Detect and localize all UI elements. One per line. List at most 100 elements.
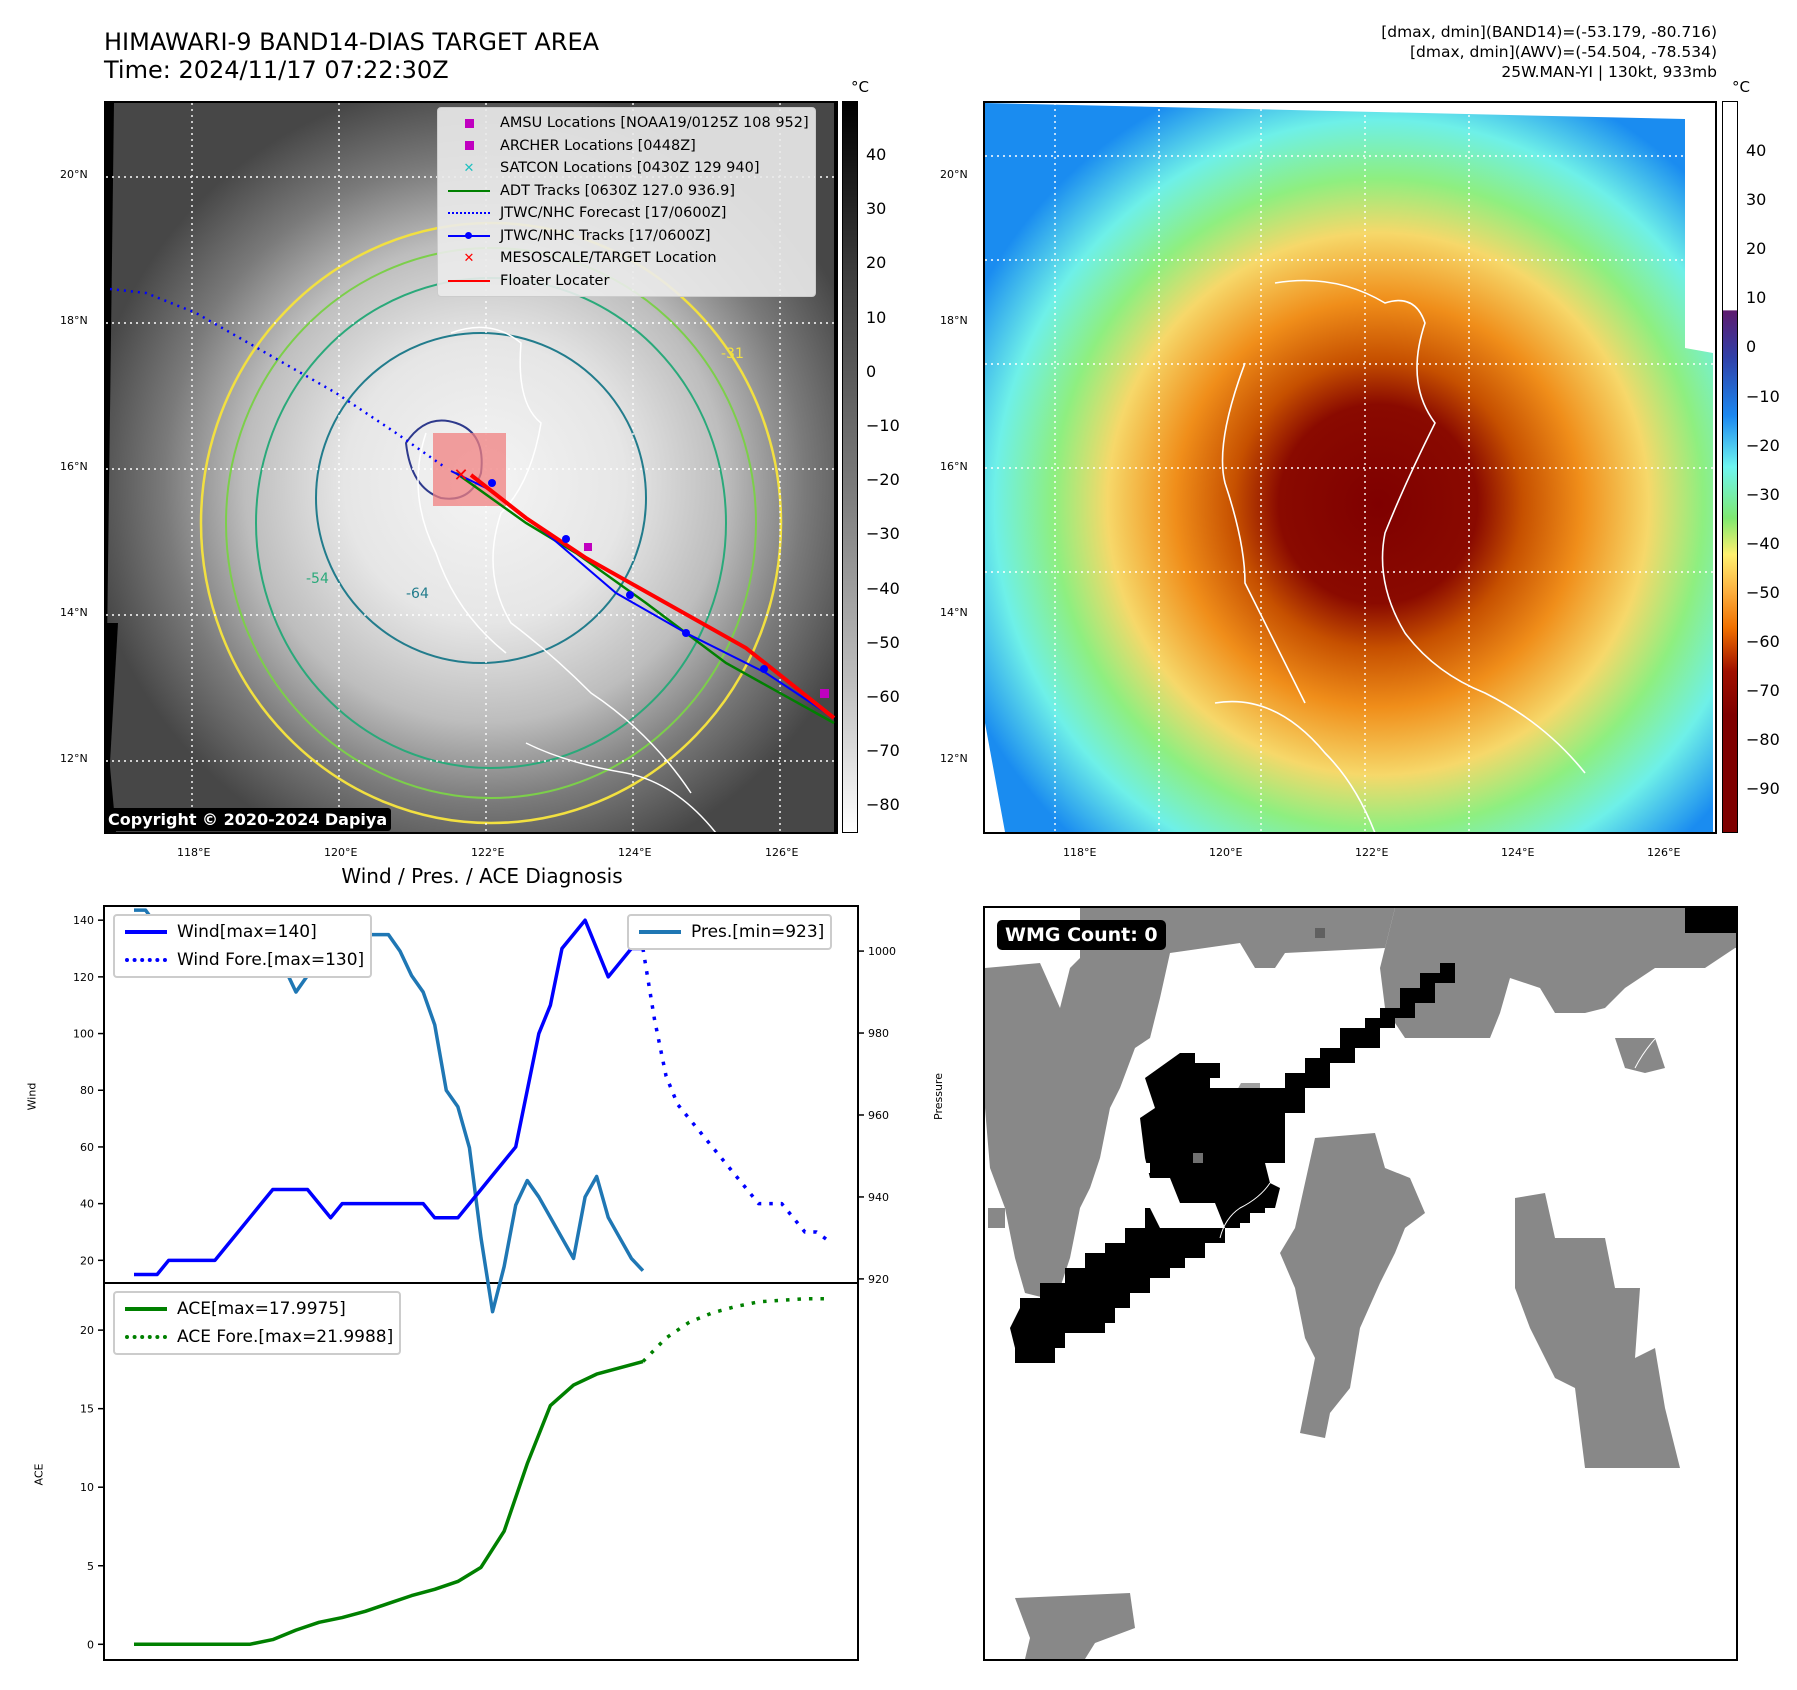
gridlines bbox=[985, 103, 1715, 832]
lon-tick: 126°E bbox=[1647, 846, 1681, 859]
wmg-panel bbox=[983, 906, 1738, 1661]
colorbar-tick: 30 bbox=[1746, 190, 1767, 210]
square-marker-icon bbox=[444, 138, 494, 154]
ace-tick-label: 0 bbox=[87, 1638, 94, 1651]
line-icon bbox=[121, 924, 171, 940]
floater-track bbox=[469, 473, 836, 720]
lon-tick: 122°E bbox=[471, 846, 505, 859]
ace-line bbox=[134, 1359, 644, 1647]
legend-item-amsu: AMSU Locations [NOAA19/0125Z 108 952] bbox=[444, 112, 809, 135]
contour-label: -54 bbox=[306, 571, 329, 587]
lon-tick: 120°E bbox=[324, 846, 358, 859]
lat-tick: 20°N bbox=[940, 168, 968, 181]
pressure-tick-label: 920 bbox=[868, 1273, 889, 1286]
info-line-3: 25W.MAN-YI | 130kt, 933mb bbox=[1501, 63, 1717, 81]
legend-item-wind-forecast: Wind Fore.[max=130] bbox=[121, 946, 364, 974]
legend-item-jtwc-forecast: JTWC/NHC Forecast [17/0600Z] bbox=[444, 202, 809, 225]
jtwc-track-point bbox=[682, 629, 690, 637]
line-dot-icon bbox=[444, 228, 494, 244]
lat-tick: 16°N bbox=[60, 460, 88, 473]
amsu-marker bbox=[584, 543, 592, 551]
colorbar-tick: 0 bbox=[866, 361, 877, 381]
wind-forecast-line bbox=[641, 948, 830, 1242]
ace-forecast-line bbox=[641, 1296, 828, 1363]
pressure-tick-label: 980 bbox=[868, 1027, 889, 1040]
map-legend: AMSU Locations [NOAA19/0125Z 108 952] AR… bbox=[437, 107, 816, 297]
legend-item-pressure: Pres.[min=923] bbox=[635, 918, 824, 946]
colorbar-tick: 10 bbox=[1746, 288, 1767, 308]
title-line-2: Time: 2024/11/17 07:22:30Z bbox=[104, 56, 449, 84]
color-satellite-swath bbox=[985, 103, 1713, 832]
x-marker-icon: ✕ bbox=[463, 160, 475, 176]
jtwc-track-point bbox=[488, 479, 496, 487]
lat-tick: 12°N bbox=[940, 752, 968, 765]
color-colorbar bbox=[1722, 101, 1738, 833]
lat-tick: 14°N bbox=[940, 606, 968, 619]
legend-item-adt: ADT Tracks [0630Z 127.0 936.9] bbox=[444, 180, 809, 203]
lon-tick: 124°E bbox=[1501, 846, 1535, 859]
lat-tick: 20°N bbox=[60, 168, 88, 181]
colorbar-tick: −10 bbox=[866, 416, 900, 435]
colorbar-tick: 40 bbox=[1746, 141, 1767, 160]
colorbar-tick: −90 bbox=[1746, 779, 1780, 799]
copyright-label: Copyright © 2020-2024 Dapiya bbox=[104, 808, 392, 831]
diagnosis-title: Wind / Pres. / ACE Diagnosis bbox=[341, 864, 623, 888]
legend-item-mesoscale: ✕ MESOSCALE/TARGET Location bbox=[444, 247, 809, 270]
grayscale-ir-map: ✕ -31 -54 -64 AMSU Locations [NOAA19/012… bbox=[104, 101, 838, 834]
line-icon bbox=[444, 183, 494, 199]
lon-tick: 126°E bbox=[765, 846, 799, 859]
grayscale-colorbar bbox=[842, 101, 858, 833]
colorbar-tick: −80 bbox=[866, 795, 900, 815]
wmg-gray-regions bbox=[985, 908, 1736, 1659]
wind-tick-label: 40 bbox=[80, 1198, 94, 1211]
colorbar-tick: −60 bbox=[1746, 632, 1780, 651]
color-map-svg bbox=[985, 103, 1715, 832]
ace-legend: ACE[max=17.9975] ACE Fore.[max=21.9988] bbox=[113, 1291, 402, 1355]
ace-tick-label: 15 bbox=[80, 1403, 94, 1416]
colorbar-tick: −70 bbox=[866, 741, 900, 761]
square-marker-icon bbox=[444, 115, 494, 131]
colorbar-tick: 40 bbox=[866, 145, 887, 164]
lat-tick: 14°N bbox=[60, 606, 88, 619]
lat-tick: 18°N bbox=[940, 314, 968, 327]
coastline bbox=[1219, 987, 1686, 1239]
pressure-axis-label: Pressure bbox=[931, 1073, 945, 1120]
info-line-1: [dmax, dmin](BAND14)=(-53.179, -80.716) bbox=[1381, 23, 1717, 41]
pressure-tick-label: 1000 bbox=[868, 945, 896, 958]
legend-item-floater: Floater Locater bbox=[444, 270, 809, 293]
legend-item-satcon: ✕ SATCON Locations [0430Z 129 940] bbox=[444, 157, 809, 180]
color-ir-map bbox=[983, 101, 1717, 834]
colorbar-tick: −20 bbox=[866, 470, 900, 490]
dotted-line-icon bbox=[121, 1329, 171, 1345]
lon-tick: 118°E bbox=[1063, 846, 1097, 859]
legend-item-jtwc-tracks: JTWC/NHC Tracks [17/0600Z] bbox=[444, 225, 809, 248]
lat-tick: 16°N bbox=[940, 460, 968, 473]
colorbar-tick: −30 bbox=[1746, 484, 1780, 504]
info-block: [dmax, dmin](BAND14)=(-53.179, -80.716) … bbox=[1381, 22, 1717, 82]
wind-tick-label: 120 bbox=[73, 971, 94, 984]
colorbar-tick: −40 bbox=[1746, 533, 1780, 553]
wmg-black-regions bbox=[1010, 908, 1736, 1363]
legend-item-ace: ACE[max=17.9975] bbox=[121, 1295, 393, 1323]
ace-axis-label: ACE bbox=[32, 1463, 46, 1486]
contour-label: -31 bbox=[721, 346, 744, 362]
colorbar-tick: −50 bbox=[866, 632, 900, 652]
colorbar-tick: −80 bbox=[1746, 730, 1780, 750]
jtwc-forecast-track bbox=[109, 287, 447, 470]
wmg-svg bbox=[985, 908, 1736, 1659]
colorbar-tick: 10 bbox=[866, 307, 887, 327]
wind-axis-label: Wind bbox=[25, 1082, 39, 1111]
legend-item-archer: ARCHER Locations [0448Z] bbox=[444, 135, 809, 158]
colorbar-tick: 20 bbox=[866, 253, 887, 273]
wmg-dark-cell bbox=[1315, 928, 1325, 938]
wind-tick-label: 140 bbox=[73, 914, 94, 927]
line-icon bbox=[121, 1301, 171, 1317]
contour-label: -64 bbox=[406, 586, 429, 602]
dotted-line-icon bbox=[444, 205, 494, 221]
ace-tick-label: 20 bbox=[80, 1324, 94, 1337]
lon-tick: 120°E bbox=[1209, 846, 1243, 859]
coastline bbox=[1214, 279, 1586, 832]
x-marker-icon: ✕ bbox=[463, 250, 475, 266]
colorbar-tick: 20 bbox=[1746, 239, 1767, 259]
line-icon bbox=[635, 924, 685, 940]
